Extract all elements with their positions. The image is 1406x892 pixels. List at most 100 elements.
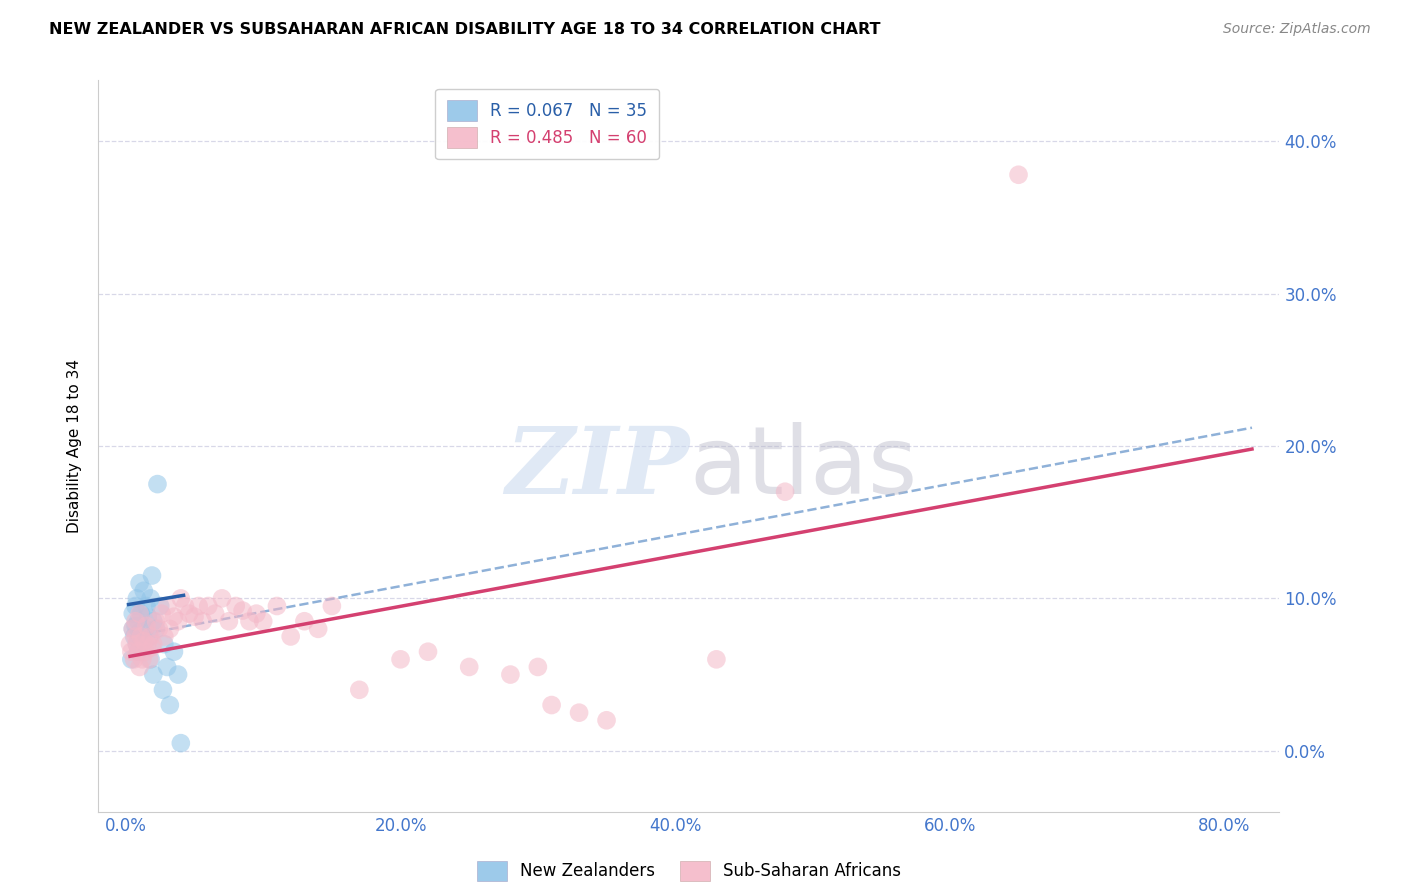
- Point: [148, 622, 170, 636]
- Point: [245, 607, 267, 621]
- Point: [142, 637, 165, 651]
- Point: [124, 630, 146, 644]
- Point: [183, 609, 205, 624]
- Point: [187, 599, 209, 613]
- Point: [124, 614, 146, 628]
- Point: [145, 622, 167, 636]
- Point: [118, 637, 141, 651]
- Point: [125, 591, 148, 606]
- Point: [153, 637, 176, 651]
- Point: [132, 634, 155, 648]
- Point: [218, 614, 240, 628]
- Point: [389, 652, 412, 666]
- Point: [204, 607, 226, 621]
- Text: NEW ZEALANDER VS SUBSAHARAN AFRICAN DISABILITY AGE 18 TO 34 CORRELATION CHART: NEW ZEALANDER VS SUBSAHARAN AFRICAN DISA…: [49, 22, 880, 37]
- Point: [136, 637, 159, 651]
- Point: [120, 645, 142, 659]
- Point: [349, 682, 371, 697]
- Text: ZIP: ZIP: [505, 423, 689, 513]
- Point: [152, 682, 174, 697]
- Point: [136, 609, 159, 624]
- Point: [135, 619, 157, 633]
- Point: [138, 630, 160, 644]
- Point: [122, 652, 145, 666]
- Point: [145, 614, 167, 628]
- Point: [595, 714, 617, 728]
- Y-axis label: Disability Age 18 to 34: Disability Age 18 to 34: [67, 359, 83, 533]
- Point: [122, 630, 145, 644]
- Point: [416, 645, 439, 659]
- Point: [266, 599, 288, 613]
- Point: [129, 630, 152, 644]
- Point: [159, 698, 181, 712]
- Point: [174, 599, 197, 613]
- Point: [134, 645, 156, 659]
- Point: [156, 599, 179, 613]
- Text: atlas: atlas: [689, 422, 917, 514]
- Point: [142, 614, 165, 628]
- Point: [238, 614, 260, 628]
- Point: [156, 660, 179, 674]
- Point: [170, 736, 193, 750]
- Point: [170, 591, 193, 606]
- Point: [225, 599, 247, 613]
- Point: [191, 614, 214, 628]
- Point: [146, 477, 169, 491]
- Point: [139, 652, 162, 666]
- Point: [135, 640, 157, 655]
- Point: [141, 640, 163, 655]
- Point: [153, 630, 176, 644]
- Point: [149, 599, 172, 613]
- Point: [125, 637, 148, 651]
- Point: [1007, 168, 1029, 182]
- Point: [150, 607, 173, 621]
- Point: [167, 667, 190, 681]
- Point: [458, 660, 481, 674]
- Point: [211, 591, 233, 606]
- Legend: New Zealanders, Sub-Saharan Africans: New Zealanders, Sub-Saharan Africans: [470, 854, 908, 888]
- Point: [307, 622, 329, 636]
- Point: [127, 645, 149, 659]
- Point: [121, 622, 143, 636]
- Point: [163, 645, 186, 659]
- Point: [134, 622, 156, 636]
- Point: [128, 660, 150, 674]
- Point: [540, 698, 562, 712]
- Point: [773, 484, 796, 499]
- Point: [321, 599, 343, 613]
- Point: [177, 607, 200, 621]
- Point: [568, 706, 591, 720]
- Point: [139, 591, 162, 606]
- Point: [120, 652, 142, 666]
- Point: [280, 630, 302, 644]
- Point: [294, 614, 316, 628]
- Point: [197, 599, 219, 613]
- Point: [125, 637, 148, 651]
- Text: Source: ZipAtlas.com: Source: ZipAtlas.com: [1223, 22, 1371, 37]
- Point: [128, 576, 150, 591]
- Point: [139, 630, 162, 644]
- Point: [121, 607, 143, 621]
- Point: [121, 622, 143, 636]
- Point: [128, 624, 150, 639]
- Point: [159, 622, 181, 636]
- Point: [127, 614, 149, 628]
- Point: [127, 645, 149, 659]
- Point: [706, 652, 728, 666]
- Point: [135, 599, 157, 613]
- Point: [167, 614, 190, 628]
- Point: [252, 614, 274, 628]
- Point: [232, 603, 254, 617]
- Point: [124, 599, 146, 613]
- Point: [163, 609, 186, 624]
- Point: [138, 652, 160, 666]
- Point: [141, 568, 163, 582]
- Point: [131, 634, 153, 648]
- Point: [132, 583, 155, 598]
- Point: [129, 607, 152, 621]
- Point: [142, 667, 165, 681]
- Point: [124, 619, 146, 633]
- Point: [527, 660, 550, 674]
- Point: [128, 607, 150, 621]
- Point: [131, 652, 153, 666]
